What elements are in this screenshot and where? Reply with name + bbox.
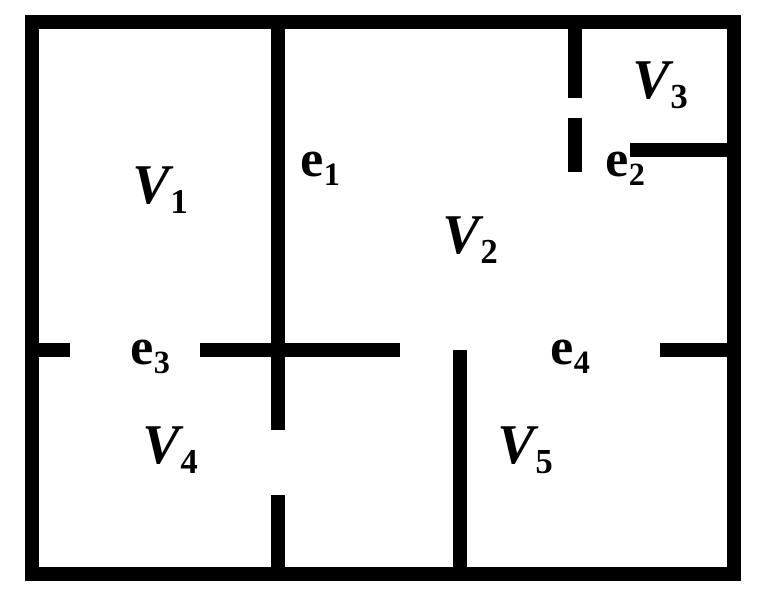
e1-label: e1 [300,134,340,186]
v4-label-base: V [142,414,179,476]
e3-label-sub: 3 [154,344,170,380]
v2-label: V2 [442,207,497,263]
e4-label: e4 [550,322,590,374]
e1-label-sub: 1 [324,156,340,192]
e4-label-base: e [550,319,573,376]
e2-label-sub: 2 [629,156,645,192]
e2-label-base: e [605,131,628,188]
v1-label-sub: 1 [170,182,187,221]
v3-label: V3 [632,52,687,108]
v4-label-sub: 4 [180,442,197,481]
v3-label-base: V [632,49,669,111]
v4-label: V4 [142,417,197,473]
v1-label-base: V [132,154,169,216]
e3-label: e3 [130,322,170,374]
v5-label-sub: 5 [535,442,552,481]
v1-label: V1 [132,157,187,213]
v2-label-base: V [442,204,479,266]
e3-label-base: e [130,319,153,376]
v2-label-sub: 2 [480,232,497,271]
v5-label-base: V [497,414,534,476]
e4-label-sub: 4 [574,344,590,380]
v3-label-sub: 3 [670,77,687,116]
v5-label: V5 [497,417,552,473]
floorplan-diagram: V1V2V3V4V5e1e2e3e4 [0,0,768,614]
e2-label: e2 [605,134,645,186]
e1-label-base: e [300,131,323,188]
